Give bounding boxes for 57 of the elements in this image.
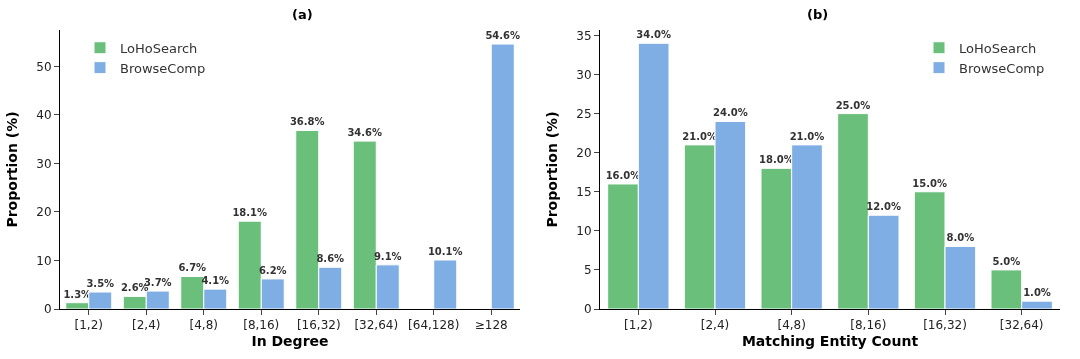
y-tick-label: 5	[583, 263, 592, 278]
data-label: 3.5%	[86, 278, 115, 290]
legend-label: BrowseComp	[120, 60, 206, 76]
y-tick-label: 20	[36, 205, 52, 220]
data-label: 15.0%	[912, 177, 948, 189]
y-tick-label: 50	[36, 59, 52, 74]
x-axis-title: Matching Entity Count	[741, 332, 919, 349]
data-label: 5.0%	[992, 255, 1021, 267]
x-axis-title: In Degree	[251, 332, 329, 349]
y-tick-label: 10	[576, 224, 592, 239]
legend-label: BrowseComp	[959, 60, 1045, 76]
data-label: 18.1%	[232, 207, 268, 219]
y-tick-label: 40	[36, 108, 52, 123]
legend-label: LoHoSearch	[120, 40, 198, 56]
bar	[490, 43, 515, 309]
x-tick-label: [8,16)	[243, 318, 280, 333]
y-tick-label: 15	[576, 184, 592, 199]
data-label: 10.1%	[427, 245, 463, 257]
data-label: 34.0%	[636, 29, 672, 41]
x-tick-label: [64,128)	[408, 318, 460, 333]
data-label: 1.0%	[1023, 287, 1051, 299]
legend-label: LoHoSearch	[959, 40, 1037, 56]
x-tick-label: [1,2)	[624, 318, 653, 333]
x-tick-label: [2,4)	[700, 318, 730, 333]
y-tick-label: 0	[583, 302, 592, 317]
y-tick-label: 30	[36, 156, 52, 171]
data-label: 18.0%	[758, 154, 794, 166]
x-tick-label: [16,32)	[923, 318, 967, 333]
x-tick-label: ≥128	[474, 318, 508, 333]
bar	[433, 259, 458, 309]
y-axis-title: Proportion (%)	[3, 111, 20, 228]
x-tick-label: [2,4)	[132, 318, 161, 333]
x-tick-label: [16,32)	[296, 318, 341, 333]
x-tick-label: [1,2)	[74, 318, 103, 333]
data-label: 54.6%	[485, 30, 521, 42]
y-tick-label: 30	[576, 67, 592, 82]
data-label: 21.0%	[789, 130, 825, 142]
y-tick-label: 0	[43, 302, 52, 317]
x-tick-label: [4,8)	[189, 318, 218, 333]
x-tick-label: [4,8)	[777, 318, 806, 333]
x-tick-label: [8,16)	[850, 318, 887, 333]
data-label: 25.0%	[835, 99, 871, 111]
data-label: 24.0%	[712, 107, 748, 119]
y-tick-label: 20	[576, 145, 592, 160]
data-label: 36.8%	[289, 116, 325, 128]
x-tick-label: [32,64)	[999, 318, 1044, 333]
data-label: 6.7%	[178, 262, 207, 274]
x-tick-label: [32,64)	[354, 318, 399, 333]
y-axis-title: Proportion (%)	[543, 111, 560, 228]
data-label: 16.0%	[605, 169, 641, 181]
chart-title: (a)	[292, 7, 313, 22]
y-tick-label: 10	[36, 253, 52, 268]
data-label: 8.0%	[946, 232, 975, 244]
y-tick-label: 35	[576, 28, 592, 43]
y-tick-label: 25	[576, 106, 592, 121]
chart-title: (b)	[807, 7, 829, 22]
data-label: 34.6%	[347, 127, 383, 139]
